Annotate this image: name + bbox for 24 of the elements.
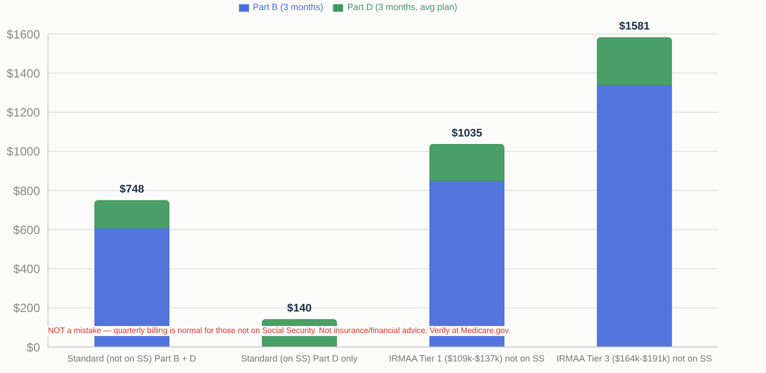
legend-label: Part D (3 months, avg plan)	[347, 2, 458, 12]
y-tick-label: $1400	[6, 66, 40, 80]
y-tick-label: $800	[13, 184, 40, 198]
total-label: $1581	[619, 20, 650, 33]
bar	[596, 37, 672, 86]
legend-label: Part B (3 months)	[252, 2, 324, 12]
y-tick-label: $600	[13, 222, 40, 237]
bar	[429, 144, 504, 181]
y-tick-label: $1600	[6, 27, 40, 42]
total-label: $748	[120, 184, 144, 196]
bar	[596, 84, 672, 347]
y-tick-label: $1200	[6, 106, 40, 120]
y-tick-label: $1000	[6, 144, 40, 159]
x-tick-label: IRMAA Tier 1 ($109k-$137k) not on SS	[388, 353, 545, 364]
x-tick-label: IRMAA Tier 3 ($164k-$191k) not on SS	[556, 353, 712, 364]
total-label: $1035	[452, 128, 482, 140]
x-tick-label: Standard (not on SS) Part B + D	[67, 353, 197, 364]
y-tick-label: $200	[13, 301, 40, 316]
y-tick-label: $0	[26, 340, 40, 354]
annotation: NOT a mistake — quarterly billing is normal for those not on Social Security. Not insurance/financial advice. Verify at Medicare.gov.	[46, 326, 512, 336]
y-tick-label: $400	[13, 262, 40, 276]
bar	[94, 200, 170, 228]
total-label: $140	[287, 302, 312, 315]
x-tick-label: Standard (on SS) Part D only	[240, 353, 358, 364]
